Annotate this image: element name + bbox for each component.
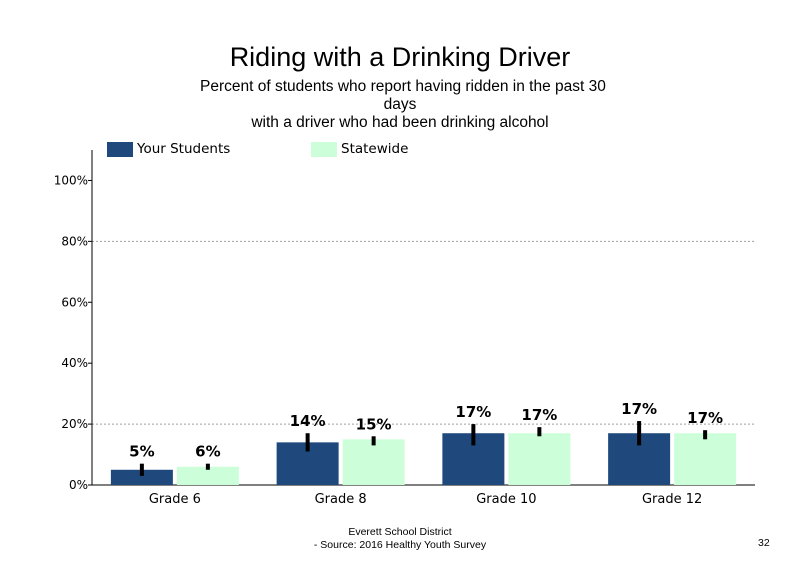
subtitle-line-1: Percent of students who report having ri… <box>200 78 606 95</box>
data-label: 6% <box>195 443 220 461</box>
bar-statewide <box>176 466 239 485</box>
data-label: 15% <box>356 415 392 433</box>
page-number: 32 <box>758 537 770 549</box>
data-label: 17% <box>455 403 491 421</box>
footer-district: Everett School District <box>348 526 452 538</box>
subtitle-line-2: days <box>383 96 417 113</box>
subtitle-line-3: with a driver who had been drinking alco… <box>251 114 549 131</box>
data-label: 17% <box>521 406 557 424</box>
y-tick-label: 20% <box>61 417 88 431</box>
y-tick-label: 60% <box>61 295 88 309</box>
y-tick-label: 100% <box>54 173 88 187</box>
x-category-label: Grade 12 <box>642 492 702 507</box>
x-category-label: Grade 6 <box>149 492 201 507</box>
bar-statewide <box>674 433 737 485</box>
chart-subtitle: Percent of students who report having ri… <box>200 78 606 132</box>
bar-your-students <box>110 469 173 485</box>
bar-statewide <box>342 439 405 485</box>
y-tick-label: 40% <box>61 356 88 370</box>
data-label: 17% <box>621 400 657 418</box>
x-category-label: Grade 8 <box>315 492 367 507</box>
legend-label-statewide: Statewide <box>341 141 409 157</box>
chart-title: Riding with a Drinking Driver <box>229 42 571 72</box>
footer-source: - Source: 2016 Healthy Youth Survey <box>313 539 487 551</box>
data-label: 14% <box>290 412 326 430</box>
x-category-label: Grade 10 <box>476 492 536 507</box>
y-tick-label: 0% <box>69 478 88 492</box>
legend-swatch-statewide <box>311 141 337 157</box>
footer: Everett School District - Source: 2016 H… <box>250 526 550 552</box>
legend-item-your-students: Your Students <box>107 140 230 158</box>
legend-label-your-students: Your Students <box>137 141 231 157</box>
y-tick-label: 80% <box>61 234 88 248</box>
legend-swatch-your-students <box>107 141 133 157</box>
data-label: 17% <box>687 409 723 427</box>
bar-statewide <box>508 433 571 485</box>
data-label: 5% <box>129 443 154 461</box>
legend-item-statewide: Statewide <box>311 140 408 158</box>
